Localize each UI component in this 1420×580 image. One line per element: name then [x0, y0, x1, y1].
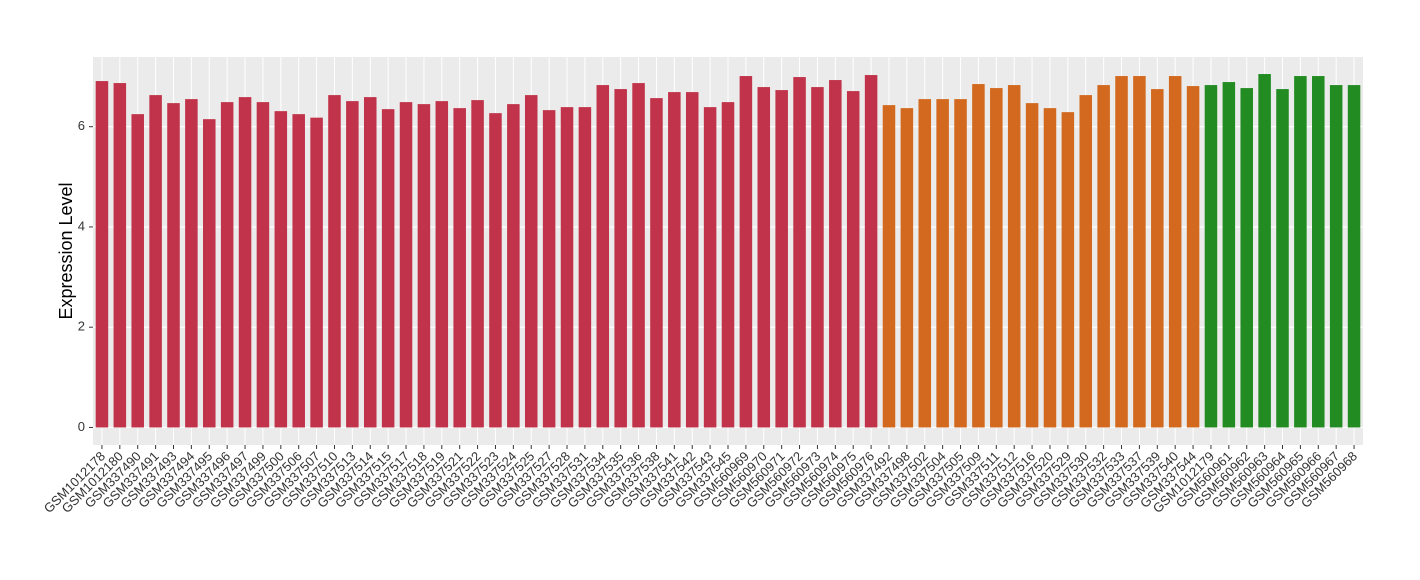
bar [1204, 85, 1218, 428]
bar [936, 99, 949, 428]
bar [1347, 85, 1361, 428]
bar [417, 104, 431, 428]
bar [1079, 95, 1093, 428]
bar [614, 89, 627, 428]
bar [274, 111, 288, 428]
bar [1186, 86, 1200, 428]
bar [363, 97, 377, 428]
bar [757, 87, 771, 428]
bar [882, 105, 896, 428]
bar [238, 97, 252, 428]
bar [793, 77, 806, 428]
bar [1097, 85, 1110, 428]
bar [1329, 85, 1343, 428]
bar [668, 92, 681, 428]
bar [829, 80, 842, 428]
bar [1276, 89, 1289, 428]
bar [900, 108, 914, 428]
bar [256, 102, 270, 428]
bar [972, 84, 985, 428]
bar [864, 75, 878, 428]
bar [811, 87, 824, 428]
bar [435, 101, 449, 428]
bar [560, 107, 574, 428]
bar [1043, 108, 1057, 428]
bar [524, 95, 538, 428]
bar [685, 92, 699, 428]
y-axis-label: Expression Level [56, 182, 76, 319]
bar [113, 83, 127, 428]
bar [954, 99, 967, 428]
bar [1294, 76, 1307, 428]
bar [399, 102, 413, 428]
bar [149, 95, 162, 428]
bar [846, 91, 860, 428]
bar [703, 107, 717, 428]
bar [346, 101, 359, 428]
bar [739, 76, 753, 428]
bar [310, 117, 323, 428]
y-tick-label: 6 [78, 118, 85, 133]
bar [542, 110, 556, 428]
y-tick-label: 0 [78, 419, 85, 434]
bar [95, 81, 109, 428]
bar [596, 85, 610, 428]
bar [1222, 82, 1236, 428]
bar [185, 99, 198, 428]
bar [328, 95, 341, 428]
bar [650, 98, 663, 428]
bar [453, 108, 466, 428]
bar [1312, 76, 1325, 428]
bar [1025, 103, 1039, 428]
bar [1133, 76, 1146, 428]
bar [1240, 88, 1253, 428]
y-tick-label: 2 [78, 319, 85, 334]
bar [203, 119, 216, 428]
bar [990, 88, 1003, 428]
bar [721, 102, 735, 428]
bar [775, 90, 788, 428]
bar [1151, 89, 1164, 428]
bar [1168, 76, 1182, 428]
bar [507, 104, 520, 428]
bar [1115, 76, 1128, 428]
bar [1258, 74, 1271, 428]
bar [381, 109, 395, 428]
bar [489, 113, 502, 428]
bar [131, 114, 144, 428]
bar [292, 114, 305, 428]
bar [918, 99, 932, 428]
bar [471, 100, 484, 428]
y-tick-label: 4 [78, 218, 85, 233]
bar [1061, 112, 1075, 428]
bar [167, 103, 180, 428]
bar [578, 107, 592, 428]
bar [632, 83, 645, 428]
bar [1007, 85, 1021, 428]
bar [220, 102, 234, 428]
